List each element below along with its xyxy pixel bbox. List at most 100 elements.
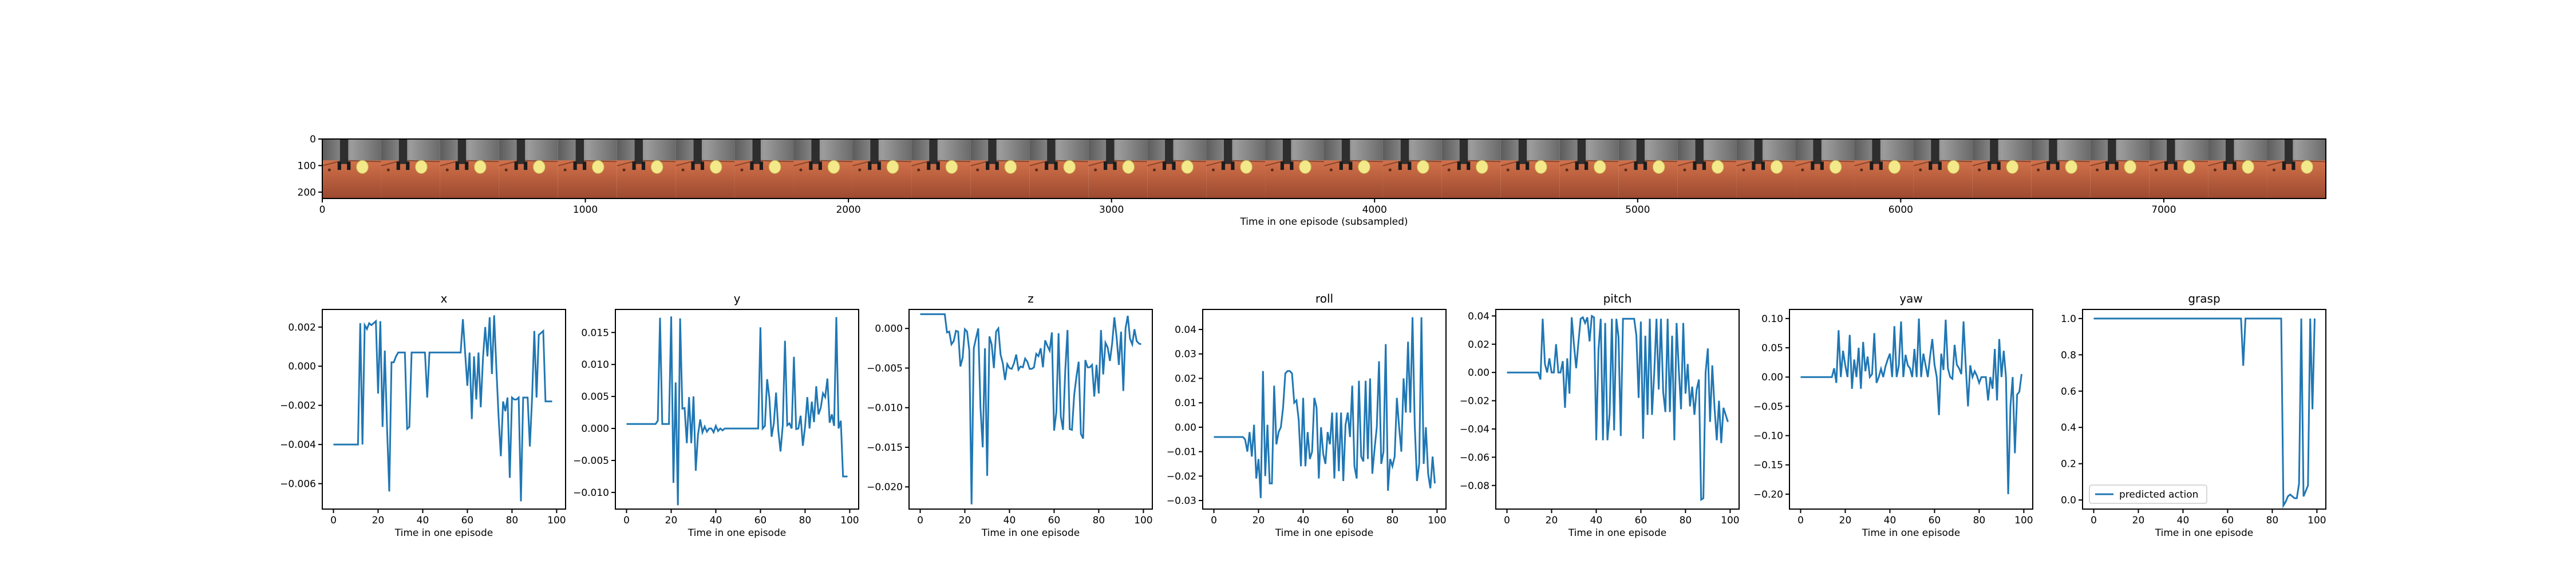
ball-marker — [2183, 160, 2195, 174]
x-tick-label: 40 — [1003, 515, 1016, 526]
y-tick-label: 0 — [310, 134, 316, 145]
episode-frame — [2266, 139, 2326, 198]
series-line — [920, 313, 1141, 505]
episode-frame — [1323, 139, 1383, 198]
ball-marker — [591, 160, 605, 174]
ball-marker — [1299, 160, 1311, 174]
y-tick-label: −0.010 — [867, 403, 903, 414]
legend-label: predicted action — [2119, 489, 2198, 500]
x-tick-label: 60 — [1929, 515, 1941, 526]
subplot-roll: roll Time in one episode 0 20 40 60 80 100 −0.03… — [1167, 292, 1447, 539]
x-tick-label: 20 — [959, 515, 971, 526]
x-tick-label: 3000 — [1099, 204, 1124, 216]
x-tick-label: 60 — [1048, 515, 1061, 526]
subplot-title: roll — [1315, 292, 1333, 305]
series-line — [1214, 317, 1436, 498]
x-tick-label: 4000 — [1362, 204, 1387, 216]
subplot-title: grasp — [2188, 292, 2220, 305]
x-axis-label: Time in one episode — [1862, 527, 1960, 539]
image-strip-x-axis: 0 1000 2000 3000 4000 5000 6000 7000 — [319, 198, 2176, 216]
y-tick-label: −0.03 — [1167, 495, 1196, 507]
episode-frame — [1854, 139, 1914, 198]
x-tick-label: 2000 — [836, 204, 860, 216]
y-tick-label: −0.04 — [1460, 424, 1490, 435]
episode-frame — [1618, 139, 1678, 198]
episode-frame — [1795, 139, 1855, 198]
episode-frame — [1677, 139, 1737, 198]
y-tick-label: −0.005 — [573, 455, 609, 467]
ball-marker — [1947, 160, 1960, 174]
y-tick-label: −0.01 — [1167, 447, 1196, 458]
episode-frame — [499, 139, 558, 198]
ball-marker — [2124, 160, 2137, 174]
y-tick-label: −0.004 — [280, 439, 316, 451]
y-tick-label: 0.4 — [2061, 422, 2076, 434]
subplot-title: yaw — [1899, 292, 1922, 305]
image-strip-x-label: Time in one episode (subsampled) — [1239, 216, 1408, 228]
plot-frame — [1789, 309, 2033, 510]
ball-marker — [356, 160, 369, 174]
x-axis-label: Time in one episode — [1275, 527, 1373, 539]
x-tick-label: 0 — [917, 515, 923, 526]
plot-frame — [1495, 309, 1740, 510]
y-tick-label: 0.2 — [2061, 459, 2076, 470]
x-tick-label: 40 — [2177, 515, 2190, 526]
series-line — [2093, 317, 2316, 509]
subplot-grasp: grasp Time in one episode 0 20 40 60 80 100 0.0 0… — [2061, 292, 2326, 539]
x-tick-label: 60 — [754, 515, 767, 526]
episode-frame — [1913, 139, 1973, 198]
episode-frame — [440, 139, 499, 198]
y-tick-label: 0.00 — [1761, 372, 1783, 383]
episode-frame — [1441, 139, 1501, 198]
x-axis-label: Time in one episode — [394, 527, 493, 539]
x-tick-label: 5000 — [1625, 204, 1650, 216]
x-tick-label: 80 — [1386, 515, 1399, 526]
y-tick-label: 0.04 — [1175, 324, 1196, 336]
ball-marker — [827, 160, 840, 174]
ball-marker — [2006, 160, 2019, 174]
y-tick-label: −0.15 — [1753, 460, 1783, 471]
series-line — [333, 315, 552, 502]
y-tick-label: −0.08 — [1460, 480, 1490, 492]
x-tick-label: 0 — [330, 515, 337, 526]
ball-marker — [1004, 160, 1017, 174]
x-axis-label: Time in one episode — [2155, 527, 2253, 539]
x-tick-label: 6000 — [1888, 204, 1913, 216]
y-tick-label: −0.015 — [867, 442, 903, 454]
x-tick-label: 40 — [710, 515, 722, 526]
x-axis-label: Time in one episode — [981, 527, 1080, 539]
y-tick-label: 0.03 — [1175, 349, 1196, 360]
x-tick-label: 1000 — [573, 204, 598, 216]
ball-marker — [1476, 160, 1488, 174]
y-tick-label: 0.00 — [1468, 367, 1490, 379]
episode-frame — [1559, 139, 1619, 198]
x-tick-label: 0 — [319, 204, 326, 216]
x-tick-label: 40 — [1884, 515, 1897, 526]
y-tick-label: 0.02 — [1468, 339, 1490, 351]
plot-frame — [2082, 309, 2326, 510]
subplot-x: x Time in one episode 0 20 40 60 80 100 −0.006 −0… — [280, 292, 566, 539]
y-tick-label: 0.002 — [288, 322, 316, 333]
x-tick-label: 20 — [1546, 515, 1558, 526]
episode-frame — [734, 139, 794, 198]
episode-frame — [2031, 139, 2091, 198]
y-tick-label: −0.05 — [1753, 401, 1783, 412]
ball-marker — [709, 160, 722, 174]
x-tick-label: 100 — [840, 515, 859, 526]
episode-frame — [2148, 139, 2208, 198]
episode-frame — [1382, 139, 1442, 198]
x-tick-label: 20 — [1253, 515, 1265, 526]
ball-marker — [768, 160, 781, 174]
ball-marker — [1593, 160, 1606, 174]
subplot-title: z — [1028, 292, 1034, 305]
image-strip-panel: 0 1000 2000 3000 4000 5000 6000 7000 0 100 200 Ti… — [298, 134, 2326, 228]
episode-frame — [2207, 139, 2267, 198]
subplots: x Time in one episode 0 20 40 60 80 100 −0.006 −0… — [280, 292, 2326, 539]
episode-frame — [1500, 139, 1560, 198]
y-tick-label: −0.002 — [280, 400, 316, 412]
ball-marker — [415, 160, 428, 174]
episode-frame — [1029, 139, 1089, 198]
x-tick-label: 20 — [372, 515, 385, 526]
y-tick-label: 0.010 — [581, 359, 609, 371]
